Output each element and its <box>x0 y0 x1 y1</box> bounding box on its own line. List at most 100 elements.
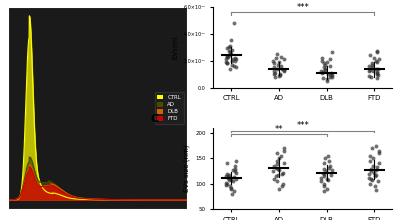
Point <box>272 71 278 75</box>
Point <box>376 152 382 155</box>
Point <box>373 173 380 176</box>
Point <box>271 66 278 69</box>
Point <box>374 76 381 80</box>
Point <box>226 44 233 48</box>
Text: ***: *** <box>296 2 309 11</box>
Point <box>277 74 283 77</box>
Point <box>226 173 232 176</box>
Point <box>280 57 287 61</box>
Point <box>323 169 330 173</box>
Point <box>320 167 327 170</box>
Point <box>224 55 231 59</box>
Point <box>366 172 372 175</box>
Point <box>329 76 335 79</box>
Point <box>276 187 282 191</box>
Point <box>232 56 238 60</box>
Point <box>321 68 328 72</box>
Point <box>279 68 286 71</box>
Point <box>321 174 327 178</box>
Point <box>373 144 379 147</box>
Point <box>324 60 330 64</box>
Point <box>229 59 236 62</box>
Point <box>326 164 333 168</box>
Point <box>226 67 233 70</box>
Point <box>319 171 326 174</box>
Point <box>232 59 238 62</box>
Point <box>223 174 230 177</box>
Point <box>372 174 378 178</box>
Point <box>276 60 282 64</box>
Point <box>222 183 229 187</box>
Point <box>231 175 237 179</box>
Point <box>271 62 278 65</box>
Point <box>368 177 374 180</box>
Point <box>325 154 331 158</box>
Y-axis label: EVs size (nm): EVs size (nm) <box>183 145 190 192</box>
Point <box>371 171 378 174</box>
Point <box>274 52 280 56</box>
Point <box>371 56 377 60</box>
Point <box>319 71 325 75</box>
Point <box>370 69 376 72</box>
Point <box>325 178 331 182</box>
Point <box>224 172 230 175</box>
Point <box>318 70 324 73</box>
Point <box>376 57 382 61</box>
Point <box>231 169 238 173</box>
Point <box>273 56 279 60</box>
Point <box>321 184 328 188</box>
Point <box>229 63 235 66</box>
Point <box>229 168 236 171</box>
Point <box>324 78 330 81</box>
Point <box>225 174 231 178</box>
Point <box>281 162 287 165</box>
Point <box>372 67 379 70</box>
Point <box>367 53 373 57</box>
Point <box>328 74 335 77</box>
Point <box>232 167 238 170</box>
Point <box>327 64 334 68</box>
Legend: CTRL, AD, DLB, FTD: CTRL, AD, DLB, FTD <box>154 92 184 124</box>
Point <box>222 57 229 61</box>
Point <box>226 53 232 57</box>
Point <box>232 177 239 180</box>
Point <box>224 62 230 65</box>
Point <box>281 69 287 72</box>
Point <box>374 72 380 76</box>
Point <box>224 47 230 50</box>
Point <box>224 54 231 58</box>
Point <box>367 68 373 72</box>
Point <box>274 180 280 183</box>
Point <box>318 180 324 183</box>
Point <box>374 60 380 64</box>
Point <box>375 180 381 183</box>
Point <box>280 182 286 185</box>
Point <box>226 45 232 49</box>
Point <box>233 171 239 174</box>
Text: C: C <box>151 114 159 124</box>
Point <box>229 48 236 51</box>
Point <box>224 55 231 58</box>
Point <box>227 38 234 42</box>
Point <box>373 188 379 192</box>
Point <box>366 182 373 185</box>
Point <box>318 176 325 179</box>
Point <box>375 74 381 77</box>
Point <box>320 190 327 193</box>
Point <box>366 70 373 73</box>
Point <box>372 184 378 188</box>
Point <box>321 66 327 69</box>
Point <box>278 55 284 58</box>
Point <box>281 68 287 72</box>
Point <box>366 176 372 179</box>
Point <box>324 72 331 76</box>
Point <box>320 76 326 80</box>
Point <box>328 72 335 75</box>
Point <box>228 52 234 56</box>
Point <box>369 157 376 160</box>
Point <box>272 166 279 169</box>
Point <box>228 187 234 191</box>
Point <box>227 176 233 179</box>
Point <box>319 59 326 62</box>
Point <box>270 169 276 173</box>
